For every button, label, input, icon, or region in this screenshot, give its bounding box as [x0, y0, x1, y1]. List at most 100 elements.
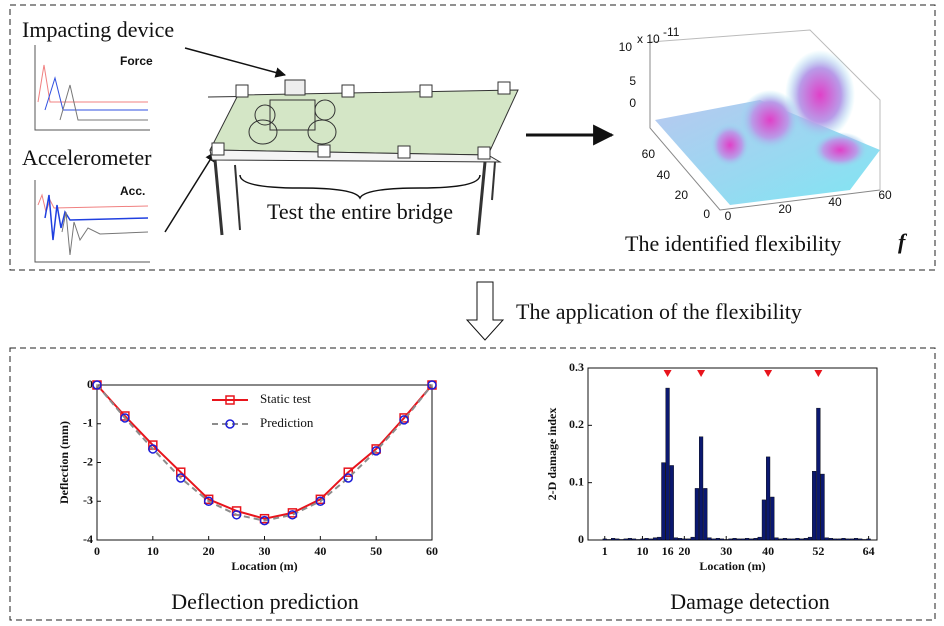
damage-marker [697, 370, 706, 377]
bar [791, 538, 796, 541]
x-tick-label: 20 [678, 544, 690, 558]
top-panel [9, 4, 936, 271]
bar [623, 538, 628, 541]
x-tick-label: 60 [878, 188, 892, 202]
x-tick-label: 64 [863, 544, 875, 558]
bar [866, 538, 871, 541]
bar [786, 538, 792, 541]
y-tick-label: -2 [83, 454, 93, 468]
bar [690, 536, 695, 541]
bar [824, 537, 829, 541]
bar [799, 538, 804, 541]
bar [657, 536, 662, 541]
bar [615, 538, 620, 541]
bar [694, 488, 699, 541]
bar [686, 538, 691, 541]
bar [619, 539, 624, 541]
bar [728, 538, 733, 541]
bar [669, 465, 674, 541]
bar [837, 538, 842, 541]
bar [774, 537, 779, 541]
bar [803, 538, 808, 541]
x-tick-label: 40 [762, 544, 774, 558]
force-label: Force [120, 54, 153, 68]
x-tick-label: 20 [778, 202, 792, 216]
x-tick-label: 20 [203, 544, 215, 558]
surface-plot [649, 29, 881, 211]
x-axis-label: Location (m) [699, 559, 765, 573]
marker [343, 473, 353, 483]
legend-marker [225, 395, 235, 405]
y-tick-label: 0.1 [569, 474, 584, 488]
bar [703, 488, 708, 541]
marker [148, 444, 158, 454]
bar [636, 539, 641, 541]
x-tick-label: 10 [636, 544, 648, 558]
y-tick-label: 60 [642, 147, 656, 161]
y-tick-label: 0.2 [569, 417, 584, 431]
y-tick-label: -1 [83, 416, 93, 430]
x-tick-label: 52 [812, 544, 824, 558]
bar [682, 538, 687, 541]
bar [652, 537, 658, 541]
flexibility-caption: The identified flexibility [625, 231, 841, 256]
z-tick-label: 0 [629, 96, 636, 110]
y-tick-label: 0 [578, 532, 584, 546]
bar [858, 538, 863, 541]
bottom-panel [9, 347, 936, 621]
bar [841, 538, 846, 541]
legend-label: Static test [260, 391, 311, 406]
bar [782, 538, 787, 541]
bar [715, 538, 720, 541]
x-tick-label: 0 [94, 544, 100, 558]
down-arrow [465, 281, 505, 341]
bar [833, 538, 838, 541]
bar [648, 538, 653, 541]
y-tick-label: 20 [675, 188, 689, 202]
bar [699, 436, 704, 541]
bar [845, 538, 850, 541]
bar [661, 462, 666, 541]
bar [665, 387, 670, 541]
impact-label: Impacting device [22, 17, 174, 42]
marker [427, 380, 437, 390]
bar [807, 536, 813, 541]
bar [778, 538, 783, 541]
bar [849, 538, 854, 541]
damage-marker [663, 370, 672, 377]
bar [761, 499, 766, 541]
x-tick-label: 50 [370, 544, 382, 558]
bar [719, 538, 725, 541]
y-tick-label: 0 [703, 207, 710, 221]
bar [770, 496, 775, 541]
accelerometer-label: Accelerometer [22, 145, 152, 170]
bar [749, 538, 754, 541]
acc-plot: Acc. [34, 180, 150, 263]
y-tick-label: 40 [657, 168, 671, 182]
bar [853, 538, 859, 541]
arrow [164, 151, 216, 233]
x-tick-label: 0 [725, 209, 732, 223]
bar [631, 538, 637, 541]
z-tick-label: 10 [619, 40, 633, 54]
marker [343, 467, 353, 477]
x-tick-label: 30 [720, 544, 732, 558]
bar [745, 538, 750, 541]
acc-label: Acc. [120, 184, 145, 198]
legend-marker [225, 419, 235, 429]
bar [812, 471, 817, 541]
marker [176, 473, 186, 483]
bar [602, 538, 607, 541]
bar [611, 538, 616, 541]
marker [371, 446, 381, 456]
x-tick-label: 40 [314, 544, 326, 558]
x-tick-label: 1 [602, 544, 608, 558]
flexibility-symbol: f [898, 229, 908, 254]
marker [92, 380, 102, 390]
x-tick-label: 60 [426, 544, 438, 558]
bar [711, 538, 716, 541]
bar [828, 538, 834, 541]
x-tick-label: 10 [147, 544, 159, 558]
bar [673, 537, 679, 541]
